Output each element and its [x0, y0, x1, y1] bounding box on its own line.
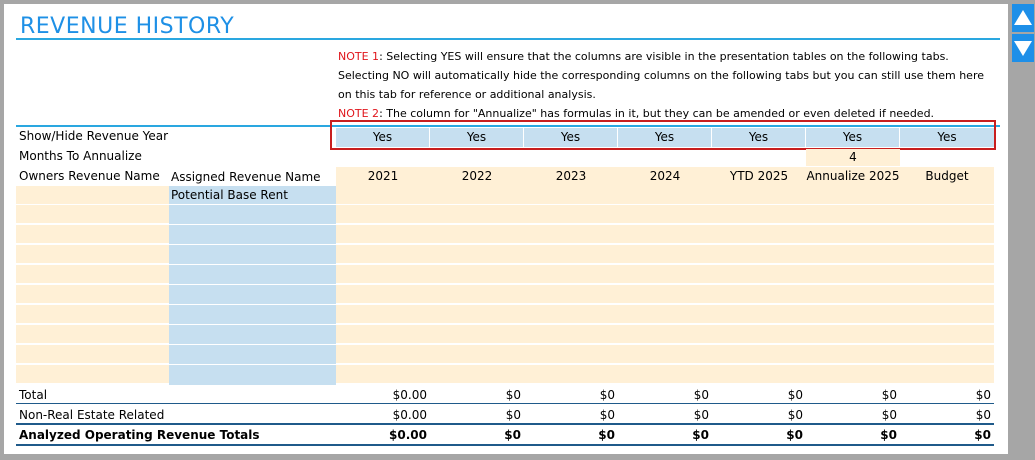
show-hide-budget[interactable]: Yes: [900, 128, 994, 147]
table-row[interactable]: [16, 345, 994, 364]
show-hide-ytd-2025[interactable]: Yes: [712, 128, 806, 147]
table-row[interactable]: [16, 265, 994, 284]
grid-line: [169, 304, 336, 305]
column-header-budget: Budget: [900, 167, 994, 186]
show-hide-annualize-2025[interactable]: Yes: [806, 128, 900, 147]
grid-line: [169, 284, 336, 285]
assigned-revenue-column[interactable]: [169, 186, 336, 385]
page-title: REVENUE HISTORY: [20, 14, 235, 39]
analyzed-bottom-rule: [16, 444, 994, 446]
table-row[interactable]: [16, 285, 994, 304]
total-label: Total: [19, 388, 48, 402]
column-header-2022: 2022: [430, 167, 524, 186]
note2-text: : The column for "Annualize" has formula…: [379, 107, 935, 120]
table-row[interactable]: [16, 186, 994, 205]
analyzed-2024: $0: [692, 428, 709, 442]
column-header-2024: 2024: [618, 167, 712, 186]
assigned-revenue-name-header: Assigned Revenue Name: [171, 170, 321, 184]
column-header-ytd-2025: YTD 2025: [712, 167, 806, 186]
grid-line: [169, 324, 336, 325]
total-2021: $0.00: [392, 388, 427, 402]
non-re-budget: $0: [975, 408, 991, 422]
total-2024: $0: [693, 388, 709, 402]
table-row[interactable]: [16, 225, 994, 244]
non-re-2021: $0.00: [392, 408, 427, 422]
show-hide-2021[interactable]: Yes: [336, 128, 430, 147]
total-2023: $0: [599, 388, 615, 402]
analyzed-budget: $0: [974, 428, 991, 442]
table-row[interactable]: [16, 205, 994, 224]
grid-line: [169, 364, 336, 365]
total-rule: [16, 403, 994, 404]
total-budget: $0: [975, 388, 991, 402]
grid-line: [169, 204, 336, 205]
show-hide-2022[interactable]: Yes: [430, 128, 524, 147]
non-real-estate-label: Non-Real Estate Related: [19, 408, 165, 422]
owners-revenue-name-header: Owners Revenue Name: [19, 169, 160, 183]
show-hide-2024[interactable]: Yes: [618, 128, 712, 147]
title-divider: [16, 38, 1000, 40]
arrow-down-icon: [1014, 41, 1032, 56]
scroll-up-button[interactable]: [1012, 4, 1034, 32]
total-ytd-2025: $0: [787, 388, 803, 402]
grid-line: [169, 224, 336, 225]
table-row[interactable]: [16, 325, 994, 344]
analyzed-totals-label: Analyzed Operating Revenue Totals: [19, 428, 260, 442]
grid-line: [169, 244, 336, 245]
analyzed-top-rule: [16, 423, 994, 425]
show-hide-2023[interactable]: Yes: [524, 128, 618, 147]
months-to-annualize-label: Months To Annualize: [19, 149, 142, 163]
scroll-down-button[interactable]: [1012, 34, 1034, 62]
table-row[interactable]: [16, 245, 994, 264]
months-to-annualize-input[interactable]: 4: [806, 149, 900, 166]
analyzed-2021: $0.00: [389, 428, 427, 442]
non-re-2023: $0: [599, 408, 615, 422]
note1-text: : Selecting YES will ensure that the col…: [338, 50, 984, 101]
highlight-box: [330, 120, 996, 150]
spreadsheet: REVENUE HISTORY NOTE 1: Selecting YES wi…: [4, 4, 1008, 454]
analyzed-2023: $0: [598, 428, 615, 442]
arrow-up-icon: [1014, 10, 1032, 25]
total-2022: $0: [505, 388, 521, 402]
non-re-2024: $0: [693, 408, 709, 422]
show-hide-label: Show/Hide Revenue Year: [19, 129, 169, 143]
notes-block: NOTE 1: Selecting YES will ensure that t…: [338, 47, 998, 123]
column-header-2023: 2023: [524, 167, 618, 186]
analyzed-ytd-2025: $0: [786, 428, 803, 442]
table-row[interactable]: [16, 365, 994, 384]
grid-line: [169, 344, 336, 345]
column-header-2021: 2021: [336, 167, 430, 186]
assigned-revenue-first[interactable]: Potential Base Rent: [171, 188, 288, 202]
column-header-annualize-2025: Annualize 2025: [806, 167, 900, 186]
analyzed-annualize-2025: $0: [880, 428, 897, 442]
note2-tag: NOTE 2: [338, 107, 380, 120]
note1-tag: NOTE 1: [338, 50, 380, 63]
table-row[interactable]: [16, 305, 994, 324]
non-re-2022: $0: [505, 408, 521, 422]
section-divider: [16, 125, 1000, 127]
non-re-annualize-2025: $0: [881, 408, 897, 422]
total-annualize-2025: $0: [881, 388, 897, 402]
non-re-ytd-2025: $0: [787, 408, 803, 422]
analyzed-2022: $0: [504, 428, 521, 442]
grid-line: [169, 264, 336, 265]
